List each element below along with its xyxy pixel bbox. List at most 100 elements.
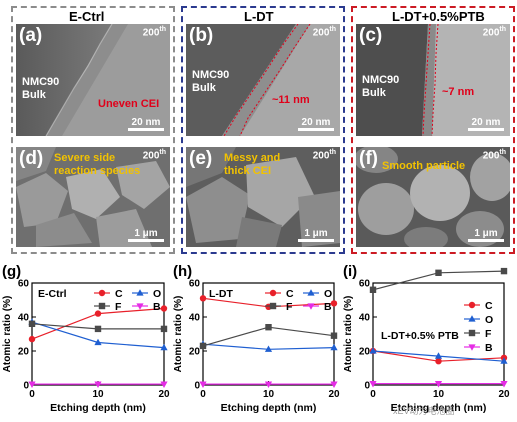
sem-image-e: (e) 200th Messy and thick CEI 1 μm	[186, 147, 340, 247]
data-point-g-c	[160, 305, 168, 312]
data-point-i-o	[500, 357, 508, 364]
data-point-g-c	[94, 310, 102, 317]
data-point-g-f	[94, 325, 102, 333]
data-point-h-b	[199, 381, 207, 388]
legend-marker-h	[307, 289, 315, 296]
orientation-f: 200th	[482, 149, 506, 162]
panel-label-i: (i)	[343, 263, 357, 280]
xtick-label-i: 0	[370, 389, 376, 400]
scale-bar-f: 1 μm	[468, 228, 504, 242]
legend-label-g: C	[115, 288, 123, 300]
orientation-e: 200th	[312, 149, 336, 162]
sem-micrograph-e	[186, 147, 340, 247]
xtick-label-h: 0	[200, 389, 206, 400]
cei-note-a: Uneven CEI	[98, 98, 160, 110]
sem-image-d: (d) 200th Severe side reaction species 1 …	[16, 147, 170, 247]
panel-label-d: (d)	[19, 148, 44, 169]
scale-bar-a: 20 nm	[128, 117, 164, 131]
scale-bar-e: 1 μm	[298, 228, 334, 242]
legend-label-i: C	[485, 300, 493, 312]
scale-bar-b: 20 nm	[298, 117, 334, 131]
cei-thickness-b: ~11 nm	[272, 94, 310, 106]
legend-marker-i	[468, 344, 476, 351]
legend-label-g: B	[153, 301, 161, 313]
bulk-label-b: NMC90 Bulk	[192, 69, 230, 94]
legend-label-i: O	[485, 314, 493, 326]
tem-micrograph-c	[356, 24, 510, 136]
data-point-i-c	[435, 358, 442, 365]
legend-label-i: F	[485, 328, 492, 340]
data-point-g-o	[160, 343, 168, 351]
data-point-i-b	[369, 381, 377, 388]
sem-micrograph-d	[16, 147, 170, 247]
ytick-label-i: 60	[359, 279, 371, 290]
legend-marker-g	[136, 303, 144, 310]
frame-e-ctrl	[11, 6, 175, 254]
panel-label-c: (c)	[359, 25, 383, 46]
data-point-h-f	[199, 342, 207, 350]
legend-label-i: B	[485, 342, 493, 354]
ytick-label-g: 60	[18, 279, 30, 290]
data-point-h-b	[330, 381, 338, 388]
data-point-h-c	[330, 300, 338, 307]
data-point-g-b	[28, 381, 36, 388]
ytick-label-i: 0	[364, 381, 370, 392]
orientation-d: 200th	[142, 149, 166, 162]
ytick-label-g: 40	[18, 313, 30, 324]
legend-marker-h	[269, 302, 277, 310]
data-point-g-b	[94, 381, 102, 388]
orientation-a: 200th	[142, 26, 166, 39]
xtick-label-i: 10	[433, 389, 445, 400]
panel-label-g: (g)	[2, 263, 21, 280]
data-point-h-b	[264, 381, 273, 388]
x-axis-label-i: Etching depth (nm)	[391, 402, 487, 414]
x-axis-label-h: Etching depth (nm)	[221, 402, 317, 414]
panel-label-a: (a)	[19, 25, 43, 46]
xps-depth-profile-charts: (g) 0 20 40 60 0 10 20 Etching depth (nm) Atomic …	[2, 263, 510, 414]
bulk-label-a: NMC90 Bulk	[22, 76, 60, 101]
ytick-label-g: 0	[23, 381, 29, 392]
y-axis-label-i: Atomic ratio (%)	[343, 296, 354, 373]
legend-label-h: C	[286, 288, 294, 300]
data-point-i-b	[500, 381, 508, 388]
chart-title-i: L-DT+0.5% PTB	[381, 330, 459, 342]
data-point-i-f	[500, 267, 508, 275]
data-point-h-o	[264, 345, 273, 352]
legend-marker-i	[468, 301, 476, 309]
xtick-label-h: 20	[328, 389, 340, 400]
data-point-g-b	[160, 381, 168, 388]
tem-image-c: (c) 200th NMC90 Bulk ~7 nm 20 nm	[356, 24, 510, 136]
frame-l-dt-ptb	[351, 6, 515, 254]
ytick-label-i: 40	[359, 313, 371, 324]
data-point-g-o	[94, 338, 102, 346]
x-axis-label-g: Etching depth (nm)	[50, 402, 146, 414]
legend-marker-g	[98, 289, 106, 297]
surface-note-f: Smooth particle	[382, 160, 466, 172]
legend-label-h: O	[324, 288, 332, 300]
ytick-label-h: 0	[194, 381, 200, 392]
ytick-label-i: 20	[359, 347, 371, 358]
xtick-label-g: 10	[92, 389, 104, 400]
ytick-label-h: 20	[189, 347, 201, 358]
sem-image-f: (f) 200th Smooth particle 1 μm	[356, 147, 510, 247]
data-point-g-f	[160, 325, 168, 333]
surface-note-d: Severe side reaction species	[54, 152, 141, 177]
legend-marker-g	[98, 302, 106, 310]
cei-thickness-c: ~7 nm	[442, 86, 475, 98]
legend-marker-i	[468, 329, 476, 337]
chart-title-g: E-Ctrl	[38, 288, 67, 300]
orientation-b: 200th	[312, 26, 336, 39]
legend-label-g: O	[153, 288, 161, 300]
tem-micrograph-a	[16, 24, 170, 136]
watermark: xEV动力电池圈	[393, 406, 455, 416]
tem-image-a: (a) 200th NMC90 Bulk Uneven CEI 20 nm	[16, 24, 170, 136]
data-point-h-f	[330, 332, 338, 339]
panel-label-f: (f)	[359, 148, 378, 169]
legend-label-h: B	[324, 301, 332, 313]
frame-l-dt	[181, 6, 345, 254]
legend-marker-i	[468, 315, 476, 322]
scale-bar-c: 20 nm	[468, 117, 504, 131]
ytick-label-h: 40	[189, 313, 201, 324]
data-point-i-o	[369, 347, 377, 354]
xtick-label-i: 20	[498, 389, 510, 400]
